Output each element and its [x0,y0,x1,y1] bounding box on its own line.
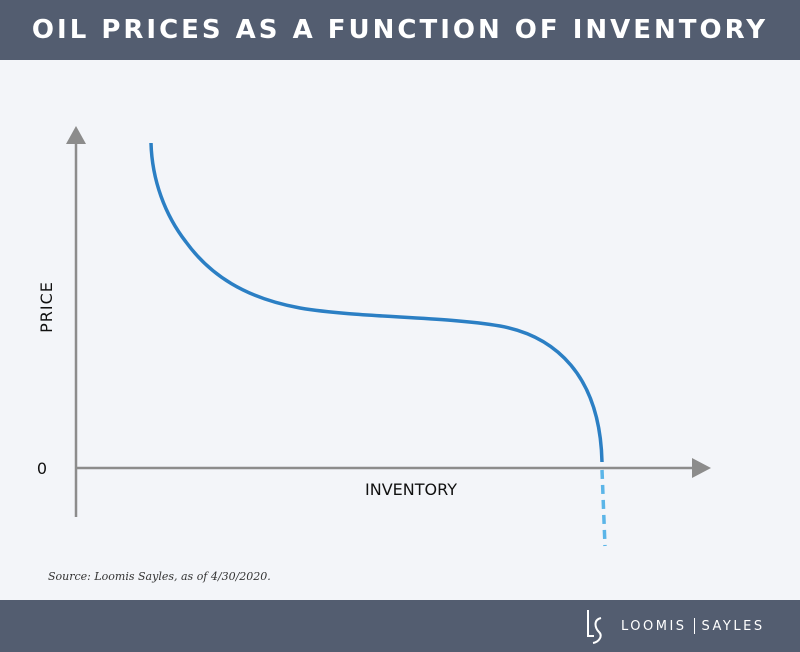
y-tick-0: 0 [37,459,47,478]
chart-area: 0 PRICE INVENTORY [37,126,711,547]
x-axis-arrow-icon [692,458,711,478]
y-axis [66,126,86,517]
ls-logo-icon [587,610,602,644]
negative-price-dashed-line [600,469,607,547]
footer-bar: LOOMIS SAYLES [0,600,800,652]
x-axis-label: INVENTORY [365,480,457,499]
x-axis [76,458,711,478]
brand-divider [693,618,695,634]
chart-title-bar: OIL PRICES AS A FUNCTION OF INVENTORY [0,0,800,60]
chart-title: OIL PRICES AS A FUNCTION OF INVENTORY [31,15,769,45]
brand-name-right: SAYLES [701,618,765,634]
brand-name-left: LOOMIS [621,618,687,634]
brand-logo: LOOMIS SAYLES [585,600,765,652]
source-note: Source: Loomis Sayles, as of 4/30/2020. [48,570,271,583]
price-curve [149,142,604,463]
y-axis-arrow-icon [66,126,86,144]
y-axis-label: PRICE [37,281,56,333]
